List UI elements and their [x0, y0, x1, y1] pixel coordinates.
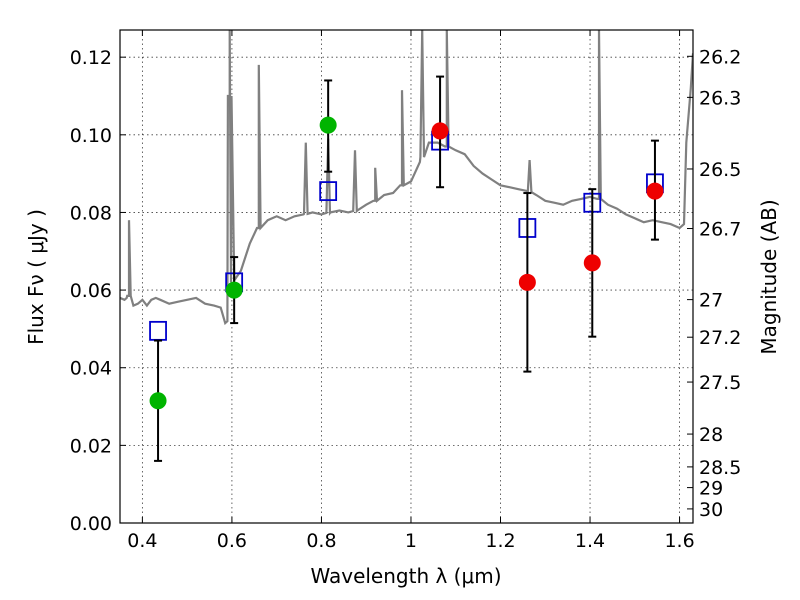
x-tick-label: 1.6: [664, 530, 694, 552]
y2-tick-label: 27.5: [699, 372, 741, 394]
data-point-marker: [431, 122, 449, 140]
y-tick-label: 0.10: [70, 125, 112, 147]
x-tick-label: 1: [405, 530, 417, 552]
data-point-marker: [225, 281, 243, 299]
y-tick-label: 0.00: [70, 513, 112, 535]
y-axis-label: Flux Fν ( μJy ): [24, 209, 48, 345]
x-tick-label: 1.2: [485, 530, 515, 552]
x-tick-label: 1.4: [575, 530, 605, 552]
x-axis-label: Wavelength λ (μm): [310, 564, 501, 588]
data-point-marker: [149, 392, 167, 410]
y2-tick-label: 27.2: [699, 327, 741, 349]
plot-frame: [119, 29, 694, 524]
plot-area: [120, 30, 693, 462]
x-tick-label: 0.8: [306, 530, 336, 552]
y-tick-label: 0.12: [70, 47, 112, 69]
y2-tick-label: 26.3: [699, 87, 741, 109]
y-tick-label: 0.02: [70, 435, 112, 457]
x-tick-label: 0.6: [217, 530, 247, 552]
y2-tick-label: 30: [699, 499, 723, 521]
data-point-marker: [646, 182, 664, 200]
spectrum-line: [120, 30, 693, 326]
y2-tick-label: 28.5: [699, 457, 741, 479]
data-point-marker: [518, 273, 536, 291]
y2-axis-label: Magnitude (AB): [757, 199, 781, 354]
model-square-marker: [149, 320, 167, 341]
grid-lines: [120, 30, 693, 524]
model-square-marker: [319, 181, 338, 201]
y2-tick-label: 29: [699, 478, 723, 500]
y2-tick-label: 28: [699, 424, 723, 446]
y-tick-label: 0.08: [70, 202, 112, 224]
y2-tick-label: 27: [699, 290, 723, 312]
data-point-marker: [319, 116, 337, 134]
data-point-marker: [583, 254, 601, 272]
y-tick-label: 0.04: [70, 358, 112, 380]
y2-tick-label: 26.2: [699, 46, 741, 68]
axis-ticks: 0.4 0.6 0.8 1 1.2 1.4 1.6 0.00 0.02 0.04 0.06 0.08 0…: [70, 30, 741, 552]
y2-tick-label: 26.7: [699, 219, 741, 241]
y-tick-label: 0.06: [70, 280, 112, 302]
x-tick-label: 0.4: [127, 530, 157, 552]
y2-tick-label: 26.5: [699, 159, 741, 181]
